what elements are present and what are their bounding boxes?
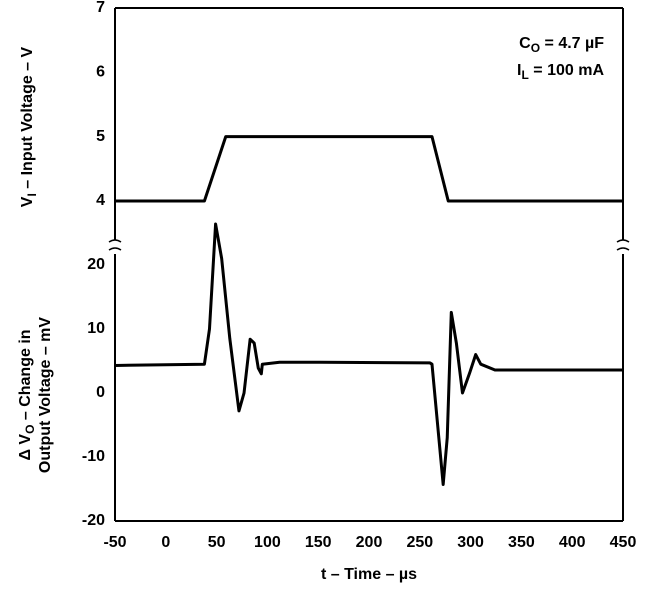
y-tick-label: 4: [96, 192, 105, 209]
y-axis-title: VI – Input Voltage – V: [19, 46, 39, 207]
x-tick-label: -50: [103, 534, 126, 551]
series-line: [114, 222, 623, 487]
x-tick-label: 0: [161, 534, 170, 551]
x-tick-label: 50: [208, 534, 226, 551]
annotation: IL = 100 mA: [517, 62, 604, 82]
y-axis-title-rest: – Change in: [17, 329, 34, 424]
y-tick-label: 10: [87, 320, 105, 337]
x-tick-label: 350: [508, 534, 535, 551]
y-axis-title-rest: – Input Voltage – V: [19, 46, 36, 193]
y-axis-title-main: Output Voltage – mV: [37, 317, 54, 473]
y-axis-title-main: V: [19, 196, 36, 207]
y-axis-title: Δ VO – Change in: [17, 329, 37, 460]
y-tick-label: 7: [96, 0, 105, 16]
y-axis-title-sub: O: [23, 425, 37, 434]
marks: [114, 135, 623, 487]
annotation: CO = 4.7 µF: [519, 35, 604, 55]
annotation-sub: L: [522, 68, 529, 82]
axis-break-left: [108, 239, 122, 251]
x-tick-label: 300: [457, 534, 484, 551]
y-tick-label: 5: [96, 128, 105, 145]
y-tick-label: -20: [82, 512, 105, 529]
annotation-rest: = 4.7 µF: [540, 35, 604, 52]
y-axis-title: Output Voltage – mV: [37, 317, 54, 473]
annotation-main: C: [519, 35, 531, 52]
y-tick-label: 6: [96, 64, 105, 81]
x-tick-label: 200: [356, 534, 383, 551]
x-tick-label: 100: [254, 534, 281, 551]
y-tick-label: 20: [87, 256, 105, 273]
labels: 4 5 6 7 -20 -10 0 10 20 -50 0 50 100 150 200 250 300 350 4…: [17, 0, 636, 583]
axis-break-right: [616, 239, 630, 251]
annotation-main: I: [517, 62, 521, 79]
x-tick-label: 150: [305, 534, 332, 551]
x-tick-label: 250: [406, 534, 433, 551]
y-tick-label: 0: [96, 384, 105, 401]
x-tick-label: 400: [559, 534, 586, 551]
y-axis-title-main: Δ V: [17, 434, 34, 461]
frame: [108, 7, 630, 522]
series-line: [115, 135, 623, 203]
x-tick-label: 450: [610, 534, 637, 551]
y-axis-title-sub: I: [25, 193, 39, 196]
annotation-rest: = 100 mA: [529, 62, 605, 79]
y-tick-label: -10: [82, 448, 105, 465]
annotation-sub: O: [531, 41, 540, 55]
x-axis-title: t – Time – µs: [321, 566, 417, 583]
